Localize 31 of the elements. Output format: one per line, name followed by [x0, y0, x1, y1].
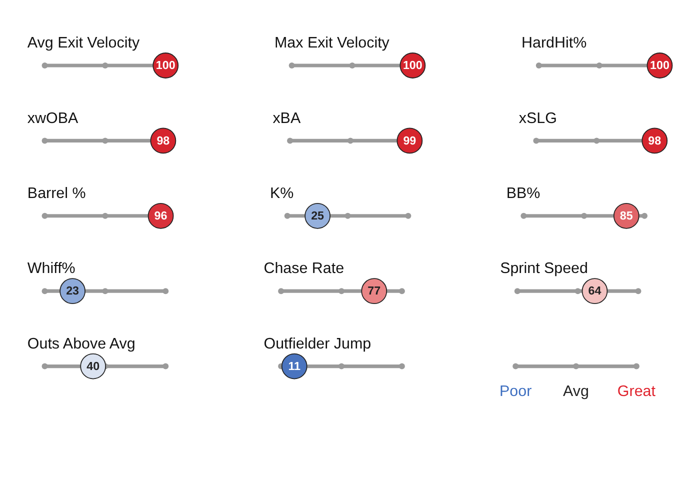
category-label: Poor	[500, 382, 532, 400]
text: BB%	[506, 185, 540, 202]
data-label: 23	[66, 284, 80, 298]
text: Outs Above Avg	[27, 335, 136, 352]
text: HardHit%	[522, 34, 587, 52]
text: Outfielder Jump	[264, 335, 372, 352]
text: Chase Rate	[264, 260, 344, 278]
text: Max Exit Velocity	[274, 34, 390, 52]
data-label: 25	[311, 209, 325, 222]
text: Whiff%	[27, 260, 76, 278]
category-label: Avg	[563, 382, 589, 400]
data-label: 100	[650, 59, 670, 72]
text: xBA	[272, 110, 302, 127]
text: Sprint Speed	[500, 260, 588, 278]
text: Barrel %	[27, 185, 86, 202]
data-label: 85	[620, 209, 634, 222]
text: K%	[270, 185, 294, 202]
data-label: 100	[156, 59, 176, 72]
data-label: 96	[154, 209, 168, 222]
text: xSLG	[518, 110, 557, 127]
data-label: 11	[288, 360, 302, 373]
data-label: 99	[403, 134, 417, 148]
category-label: Great	[617, 382, 656, 400]
text: Avg Exit Velocity	[27, 34, 140, 52]
data-label: 64	[588, 284, 602, 298]
data-label: 100	[402, 59, 422, 72]
data-label: 98	[156, 134, 170, 148]
data-label: 77	[368, 284, 381, 298]
text: xwOBA	[27, 110, 79, 127]
data-label: 40	[86, 360, 100, 373]
data-label: 98	[648, 134, 662, 148]
